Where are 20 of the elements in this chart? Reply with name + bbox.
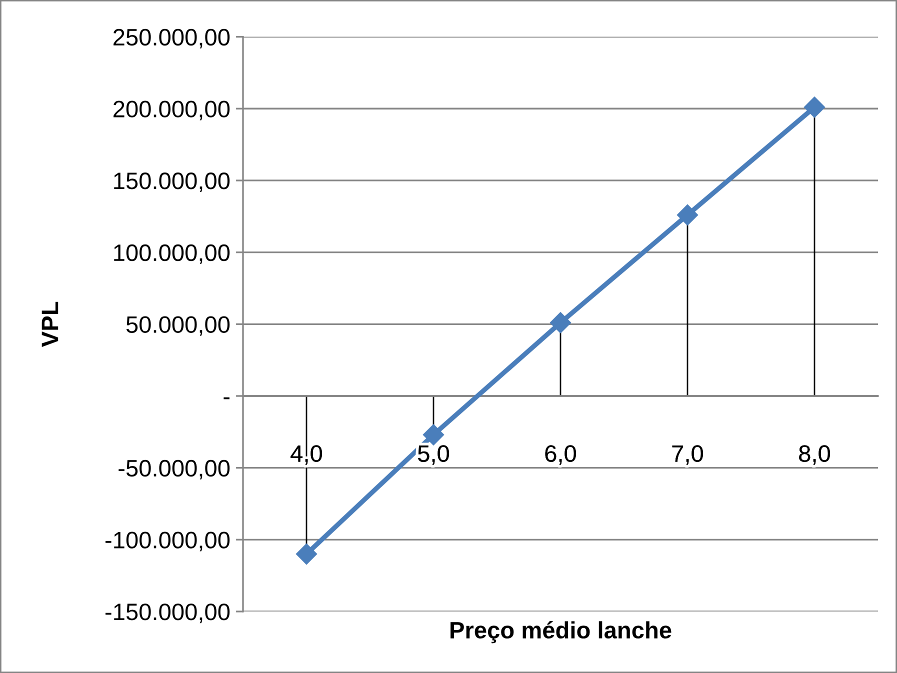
point (550, 312, 572, 334)
y-tick-label: 150.000,00 (114, 172, 230, 192)
x-tick-label: 5,0 (418, 445, 449, 465)
point (296, 544, 318, 565)
y-tick-label: -50.000,00 (118, 460, 230, 480)
point (422, 424, 444, 446)
y-tick-label: 100.000,00 (114, 244, 230, 264)
y-tick-label: -100.000,00 (106, 532, 230, 552)
y-tick-label: -150.000,00 (106, 604, 230, 624)
y-tick-label: 250.000,00 (114, 28, 230, 48)
y-axis-title: VPL (42, 302, 58, 347)
x-tick-label: 6,0 (545, 445, 576, 465)
y-tick-label: 50.000,00 (126, 316, 230, 336)
x-tick-label: 7,0 (672, 445, 703, 465)
x-tick-label: 8,0 (799, 445, 830, 465)
x-axis-title: Preço médio lanche (450, 621, 672, 644)
point (676, 204, 698, 226)
y-tick-label: - (224, 397, 230, 400)
y-tick-label: 200.000,00 (114, 100, 230, 120)
point (804, 96, 826, 118)
